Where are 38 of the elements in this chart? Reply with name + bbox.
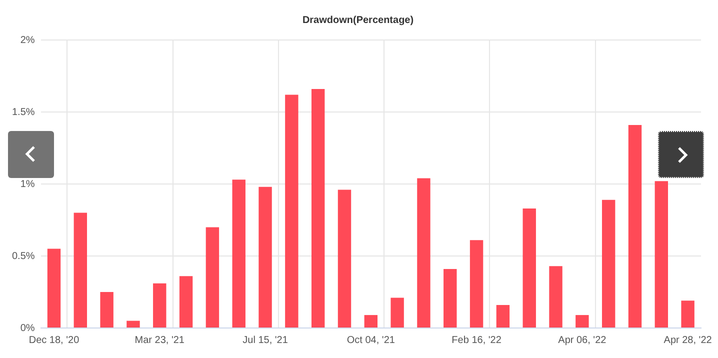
- bar: [654, 181, 668, 328]
- bar: [364, 315, 378, 328]
- y-tick-label: 0%: [20, 322, 35, 334]
- x-tick-label: Dec 18, '20: [28, 334, 80, 346]
- x-tick-label: Jul 15, '21: [242, 334, 288, 346]
- bar: [74, 212, 88, 328]
- bar: [100, 292, 114, 328]
- bar: [153, 283, 166, 328]
- bar: [285, 94, 298, 328]
- x-tick-label: Feb 16, '22: [452, 334, 502, 346]
- bar: [522, 208, 536, 328]
- bar: [602, 200, 616, 328]
- x-tick-label: Apr 06, '22: [558, 334, 607, 346]
- bar: [311, 88, 325, 328]
- bar: [390, 298, 404, 328]
- bar: [338, 190, 352, 328]
- y-tick-label: 1.5%: [12, 106, 35, 118]
- x-tick-label: Apr 28, '22: [664, 334, 712, 346]
- bar: [549, 266, 562, 328]
- bar: [628, 124, 642, 328]
- y-tick-label: 2%: [20, 34, 35, 46]
- bar: [179, 276, 193, 328]
- bar: [47, 248, 61, 328]
- chart-title: Drawdown(Percentage): [302, 14, 414, 26]
- y-tick-label: 0.5%: [12, 250, 35, 262]
- bar: [232, 180, 246, 328]
- bar: [470, 240, 484, 328]
- bar: [417, 178, 430, 328]
- bar: [126, 320, 140, 328]
- bar: [496, 304, 510, 328]
- x-tick-label: Mar 23, '21: [134, 334, 185, 346]
- bar: [576, 315, 589, 328]
- bar: [444, 268, 457, 328]
- bar: [206, 227, 220, 328]
- x-tick-label: Oct 04, '21: [346, 334, 396, 346]
- bar: [258, 186, 272, 328]
- y-tick-label: 1%: [20, 178, 35, 190]
- bar: [681, 300, 694, 328]
